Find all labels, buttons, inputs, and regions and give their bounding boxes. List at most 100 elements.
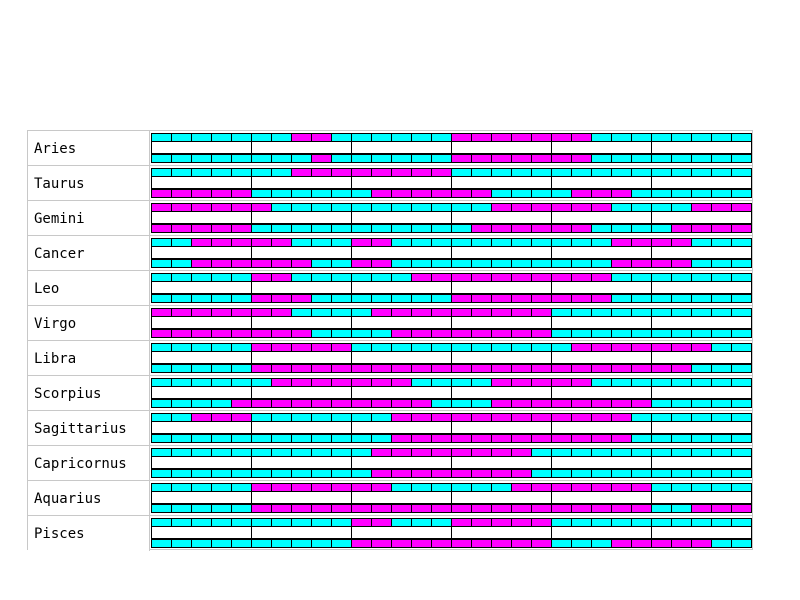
bottom-segment (471, 399, 492, 408)
top-segment (391, 483, 412, 492)
bottom-segment (611, 259, 632, 268)
top-segment (311, 343, 332, 352)
bottom-segment (211, 154, 232, 163)
bottom-segment (691, 434, 712, 443)
top-segment (371, 133, 392, 142)
top-segment (531, 308, 552, 317)
top-segment (611, 133, 632, 142)
bottom-segment (611, 329, 632, 338)
top-segment (251, 203, 272, 212)
bottom-segment (331, 189, 352, 198)
bottom-segment (311, 434, 332, 443)
bottom-segment (271, 294, 292, 303)
bottom-segment (311, 469, 332, 478)
bottom-segment (311, 399, 332, 408)
top-segment (311, 483, 332, 492)
top-segment (351, 448, 372, 457)
sign-label-cell (28, 446, 149, 481)
top-segment (331, 308, 352, 317)
bottom-segment (311, 259, 332, 268)
top-segment (451, 518, 472, 527)
top-segment (551, 378, 572, 387)
top-segment (711, 518, 732, 527)
top-segment (211, 238, 232, 247)
top-segment (351, 133, 372, 142)
bottom-segment (451, 154, 472, 163)
top-segment (211, 448, 232, 457)
bottom-segment (251, 329, 272, 338)
top-segment (711, 308, 732, 317)
top-segment (451, 308, 472, 317)
bottom-segment (591, 259, 612, 268)
bottom-segment (671, 364, 692, 373)
top-segment (311, 413, 332, 422)
bottom-segment (491, 189, 512, 198)
top-segment (191, 413, 212, 422)
bottom-segment (711, 364, 732, 373)
bottom-segment (451, 364, 472, 373)
bottom-segment (351, 189, 372, 198)
bottom-segment (431, 364, 452, 373)
bottom-segment (311, 154, 332, 163)
bottom-segment (151, 504, 172, 513)
top-segment (671, 518, 692, 527)
bottom-segment (431, 399, 452, 408)
top-segment (611, 448, 632, 457)
top-segment (511, 273, 532, 282)
bottom-segment (231, 154, 252, 163)
top-segment (731, 518, 752, 527)
top-segment (691, 378, 712, 387)
top-segment (731, 308, 752, 317)
top-segment (471, 168, 492, 177)
bottom-segment (471, 189, 492, 198)
top-segment (151, 448, 172, 457)
bottom-segment (231, 364, 252, 373)
bottom-segment (731, 434, 752, 443)
top-segment (291, 238, 312, 247)
top-segment (431, 168, 452, 177)
bottom-segment (651, 469, 672, 478)
bottom-segment (591, 364, 612, 373)
top-segment (271, 448, 292, 457)
bottom-segment (411, 399, 432, 408)
top-segment (351, 483, 372, 492)
top-segment (451, 378, 472, 387)
top-segment (411, 238, 432, 247)
top-segment (231, 378, 252, 387)
bottom-segment (411, 539, 432, 548)
top-segment (411, 273, 432, 282)
bottom-segment (231, 189, 252, 198)
sign-row-leo: Leo (28, 271, 752, 306)
top-segment (591, 378, 612, 387)
top-segment (691, 448, 712, 457)
top-segment (511, 343, 532, 352)
top-segment (371, 378, 392, 387)
bottom-segment (291, 434, 312, 443)
top-segment (431, 378, 452, 387)
top-segment (651, 203, 672, 212)
bottom-segment (391, 504, 412, 513)
top-segment (731, 448, 752, 457)
bottom-segment (651, 504, 672, 513)
top-segment (591, 168, 612, 177)
top-segment (531, 343, 552, 352)
top-segment (191, 168, 212, 177)
top-segment (311, 273, 332, 282)
top-segment (651, 343, 672, 352)
top-segment (731, 483, 752, 492)
bottom-segment (391, 154, 412, 163)
top-segment (591, 448, 612, 457)
bottom-segment (531, 469, 552, 478)
bottom-segment (531, 539, 552, 548)
top-segment (691, 203, 712, 212)
top-segment (191, 483, 212, 492)
top-segment (351, 168, 372, 177)
top-segment (671, 238, 692, 247)
top-segment (531, 238, 552, 247)
top-segment (471, 413, 492, 422)
sign-label-taurus: Taurus (34, 176, 85, 192)
bottom-segment (551, 539, 572, 548)
top-segment (631, 518, 652, 527)
bottom-segment (671, 154, 692, 163)
bottom-segment (511, 434, 532, 443)
